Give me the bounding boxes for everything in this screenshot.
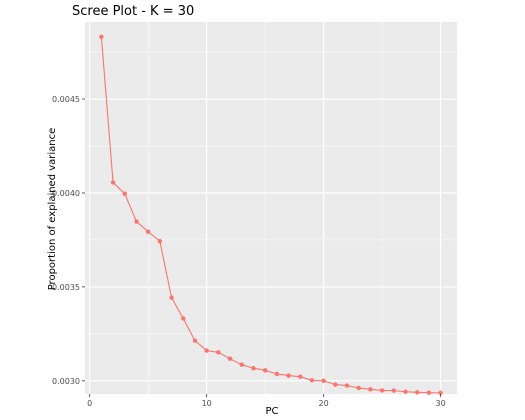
- data-point: [333, 382, 338, 387]
- data-point: [251, 366, 256, 371]
- data-point: [274, 371, 280, 377]
- data-point: [426, 390, 432, 395]
- data-point: [157, 239, 163, 244]
- data-point: [321, 378, 326, 384]
- data-point: [286, 373, 291, 378]
- data-point: [192, 338, 198, 343]
- x-axis-ticks: 0 10 20 30: [87, 394, 446, 408]
- data-point: [239, 362, 244, 367]
- data-point: [298, 374, 303, 379]
- data-point: [145, 229, 151, 234]
- x-tick-label: 30: [436, 399, 446, 408]
- y-axis-title: Proportion of explained variance: [47, 128, 58, 291]
- data-point: [99, 34, 104, 40]
- data-point: [181, 316, 186, 321]
- series-layer: [99, 34, 443, 396]
- x-axis-title: PC: [265, 406, 278, 417]
- data-point: [169, 295, 174, 300]
- data-point: [356, 385, 361, 391]
- y-tick-label: 0.0035: [52, 283, 80, 292]
- data-point: [309, 378, 315, 383]
- y-tick-label: 0.0030: [52, 377, 80, 386]
- data-point: [262, 368, 268, 373]
- data-point: [391, 388, 397, 393]
- x-tick-label: 0: [87, 399, 92, 408]
- data-point: [368, 387, 373, 392]
- data-point: [110, 180, 116, 185]
- data-point: [438, 390, 443, 396]
- minor-grid: [85, 22, 457, 394]
- y-tick-label: 0.0045: [52, 95, 80, 104]
- data-point: [379, 388, 385, 393]
- y-axis-ticks: 0.0030 0.0035 0.0040 0.0045: [52, 95, 85, 386]
- chart-title: Scree Plot - K = 30: [72, 4, 194, 19]
- data-point: [204, 348, 209, 353]
- y-tick-label: 0.0040: [52, 189, 80, 198]
- data-point: [122, 191, 127, 196]
- major-grid: [85, 22, 457, 394]
- data-point: [216, 350, 221, 355]
- plot-panel: [85, 22, 457, 394]
- x-tick-label: 20: [319, 399, 329, 408]
- x-tick-label: 10: [202, 399, 212, 408]
- data-point: [403, 389, 408, 394]
- data-point: [134, 219, 139, 224]
- data-point: [415, 390, 420, 395]
- data-point: [227, 356, 233, 361]
- data-point: [344, 383, 350, 388]
